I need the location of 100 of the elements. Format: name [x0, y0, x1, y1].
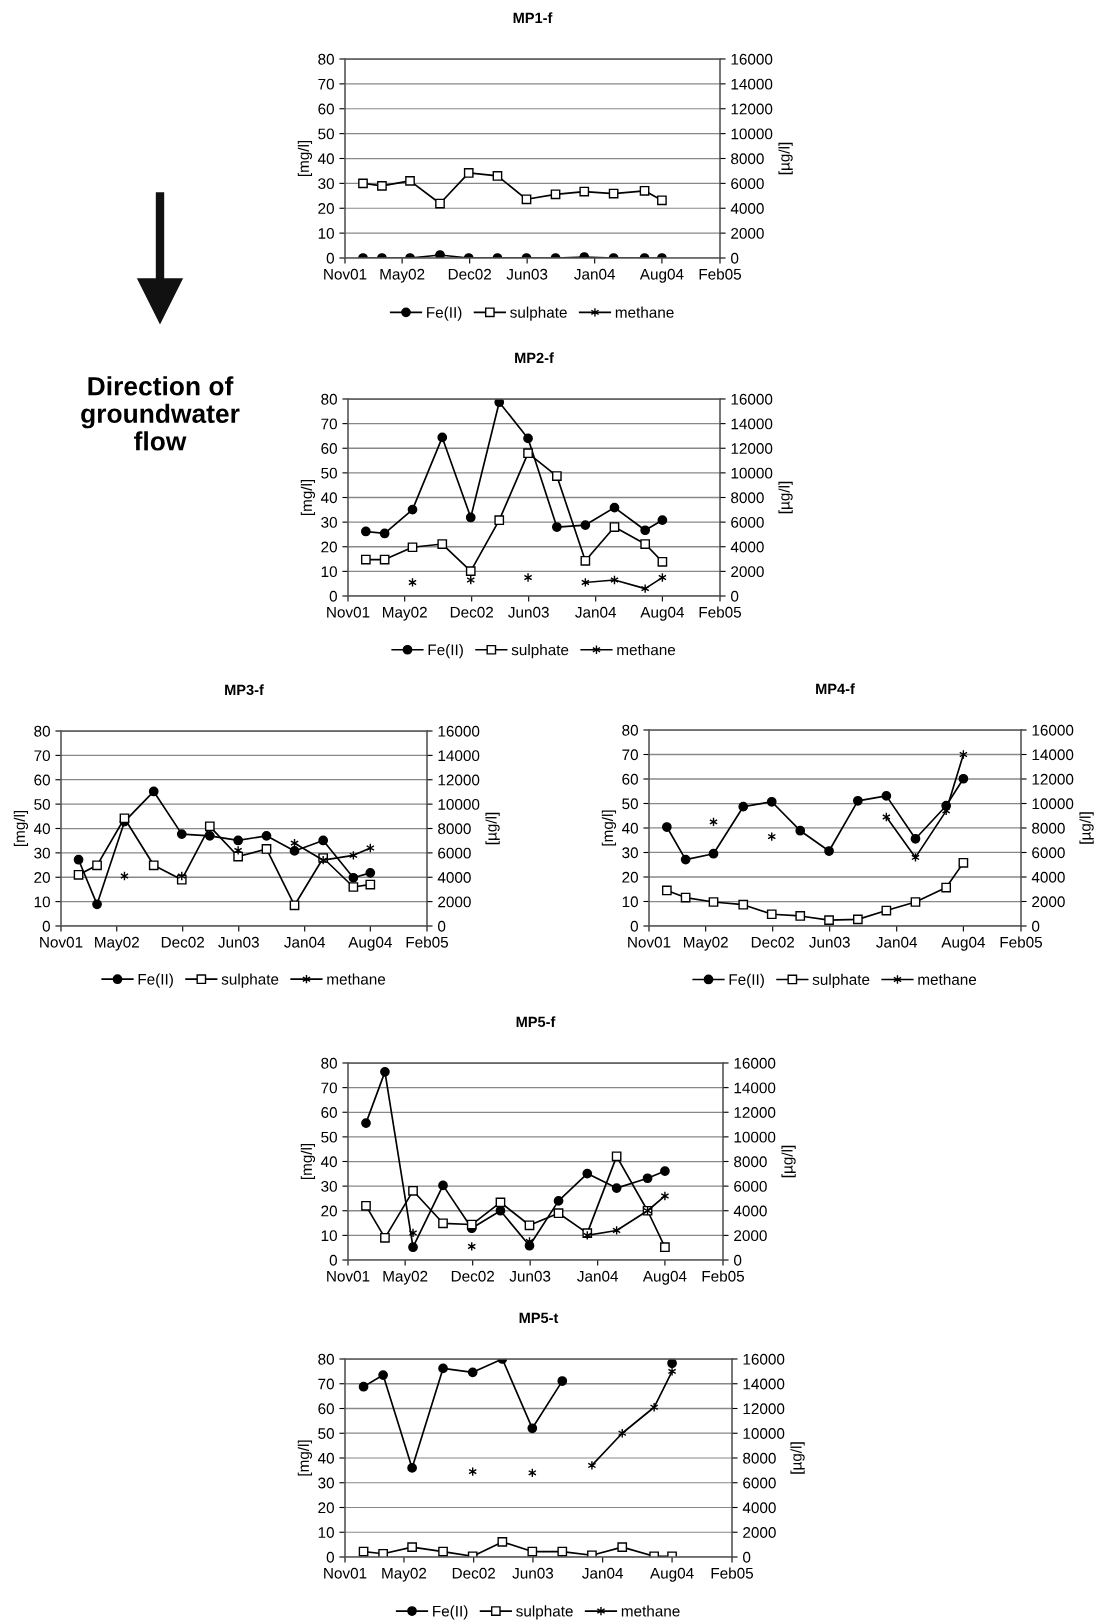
y-tick-label: 60	[318, 103, 334, 115]
y2-tick-label: 4000	[1031, 871, 1065, 883]
y2-tick-label: 2000	[438, 896, 471, 908]
x-tick-label: Jun03	[512, 1567, 554, 1579]
y2-tick-label: 8000	[743, 1452, 776, 1464]
y-tick-label: 60	[622, 773, 638, 785]
y2-tick-label: 0	[743, 1551, 751, 1563]
x-tick-label: Feb05	[406, 936, 449, 948]
y2-tick-label: 2000	[731, 227, 764, 239]
y2-tick-label: 12000	[1032, 773, 1074, 785]
y2-tick-label: 0	[1032, 920, 1040, 932]
y-tick-label: 60	[321, 443, 337, 454]
x-tick-label: Jan04	[575, 606, 617, 618]
y2-tick-label: 16000	[1032, 724, 1074, 736]
y2-tick-label: 10000	[438, 798, 480, 810]
legend-label: methane	[918, 973, 977, 985]
y2-tick-label: 6000	[731, 516, 764, 528]
y-tick-label: 60	[318, 1403, 334, 1415]
x-tick-label: Dec02	[448, 268, 491, 280]
y-tick-label: 70	[318, 78, 334, 90]
y-tick-label: 30	[318, 178, 334, 190]
y-tick-label: 50	[321, 467, 337, 479]
x-tick-label: Feb05	[1000, 936, 1043, 948]
x-tick-label: Dec02	[161, 936, 205, 948]
legend-label: sulphate	[812, 973, 870, 988]
y-tick-label: 40	[320, 1156, 337, 1168]
y2-tick-label: 10000	[731, 467, 773, 479]
y-tick-label: 40	[320, 492, 337, 504]
y-tick-label: 30	[34, 847, 50, 859]
y-tick-label: 60	[321, 1107, 337, 1118]
y2-tick-label: 0	[731, 590, 739, 602]
y2-tick-label: 6000	[734, 1180, 767, 1192]
y2-tick-label: 4000	[742, 1502, 776, 1514]
x-tick-label: Jun03	[506, 268, 548, 280]
y-tick-label: 70	[318, 1378, 334, 1390]
legend-label: Fe(II)	[433, 1605, 468, 1620]
y-tick-label: 70	[622, 749, 638, 761]
y2-tick-label: 8000	[731, 153, 764, 165]
legend-label: Fe(II)	[428, 644, 463, 659]
y2-tick-label: 0	[731, 252, 739, 264]
y2-tick-label: 4000	[730, 203, 764, 214]
y-axis-title: [mg/l]	[300, 1143, 316, 1180]
y2-tick-label: 2000	[1032, 896, 1065, 908]
y2-tick-label: 0	[438, 920, 446, 932]
x-tick-label: Dec02	[451, 1270, 494, 1282]
x-tick-label: Feb05	[699, 606, 742, 618]
x-tick-label: Feb05	[699, 268, 742, 280]
y-tick-label: 70	[34, 750, 50, 762]
x-tick-label: Jan04	[574, 268, 616, 280]
chart-title: MP4-f	[816, 683, 855, 694]
y-tick-label: 70	[321, 1082, 337, 1094]
y2-tick-label: 12000	[743, 1403, 785, 1415]
y2-tick-label: 12000	[438, 774, 480, 786]
y-tick-label: 10	[318, 227, 334, 239]
chart-title: MP2-f	[515, 352, 554, 363]
y2-axis-title: [µg/l]	[1079, 812, 1094, 844]
y-axis-title: [mg/l]	[297, 1440, 313, 1476]
y-tick-label: 50	[321, 1131, 337, 1143]
y2-tick-label: 10000	[1032, 798, 1074, 810]
x-tick-label: May02	[383, 606, 427, 621]
y2-tick-label: 16000	[743, 1353, 785, 1365]
legend-label: Fe(II)	[138, 973, 173, 988]
x-tick-label: Feb05	[711, 1567, 754, 1579]
y2-tick-label: 4000	[733, 1205, 767, 1217]
y2-tick-label: 4000	[730, 541, 764, 553]
y-tick-label: 20	[318, 203, 334, 214]
y-tick-label: 80	[318, 53, 334, 65]
y-tick-label: 80	[321, 393, 337, 405]
y2-tick-label: 16000	[731, 53, 773, 65]
x-tick-label: Jun03	[809, 936, 850, 948]
y2-tick-label: 10000	[743, 1428, 785, 1439]
y-tick-label: 30	[321, 1180, 337, 1192]
x-tick-label: Nov01	[327, 1270, 370, 1282]
legend-label: methane	[621, 1605, 680, 1617]
y-tick-label: 10	[321, 566, 337, 578]
y-tick-label: 20	[321, 541, 337, 553]
y2-tick-label: 2000	[743, 1527, 776, 1538]
y2-tick-label: 6000	[743, 1477, 776, 1489]
y2-tick-label: 6000	[731, 178, 764, 190]
chart-title: MP5-t	[519, 1312, 559, 1324]
y2-tick-label: 8000	[734, 1156, 767, 1168]
legend-label: Fe(II)	[427, 306, 462, 321]
y-tick-label: 50	[622, 798, 638, 810]
x-tick-label: May02	[382, 1567, 427, 1582]
x-tick-label: Nov01	[324, 268, 367, 280]
y2-tick-label: 10000	[734, 1131, 776, 1143]
x-tick-label: Aug04	[640, 606, 685, 621]
x-tick-label: Jan04	[577, 1270, 619, 1282]
x-tick-label: Jan04	[582, 1567, 624, 1579]
y2-tick-label: 14000	[734, 1082, 776, 1094]
x-tick-label: Dec02	[452, 1567, 495, 1579]
x-tick-label: May02	[383, 1270, 428, 1285]
chart-title: MP3-f	[225, 684, 264, 696]
y-tick-label: 40	[33, 823, 50, 835]
y2-tick-label: 14000	[743, 1378, 785, 1390]
y2-tick-label: 16000	[734, 1057, 776, 1069]
x-tick-label: Jan04	[284, 936, 326, 948]
x-tick-label: Nov01	[40, 936, 83, 948]
y2-tick-label: 4000	[437, 872, 471, 883]
y2-tick-label: 12000	[734, 1107, 776, 1118]
